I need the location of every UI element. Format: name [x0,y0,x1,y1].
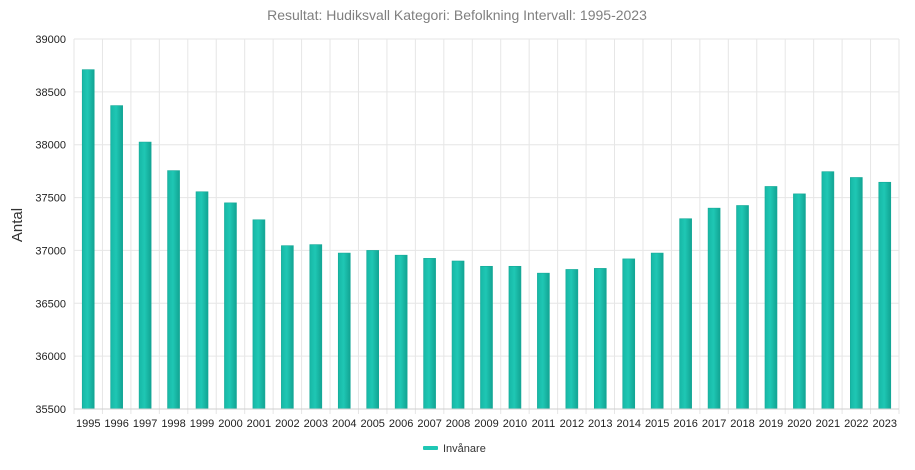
x-tick-label: 2018 [730,418,754,430]
bar-2018[interactable] [736,205,749,410]
bar-2005[interactable] [366,250,380,410]
x-tick-label: 2014 [616,418,640,430]
bar-1996[interactable] [110,105,123,410]
bar-2000[interactable] [224,202,237,410]
bar-2023[interactable] [878,181,892,410]
y-tick-label: 37000 [35,245,66,257]
x-tick-label: 2000 [218,418,242,430]
bar-1995[interactable] [81,69,95,410]
y-tick-label: 36000 [35,351,66,363]
x-tick-label: 2006 [389,418,413,430]
bar-2010[interactable] [508,265,522,410]
bar-1997[interactable] [138,141,152,410]
x-tick-label: 2016 [673,418,697,430]
x-tick-label: 2021 [816,418,840,430]
x-tick-label: 2012 [560,418,584,430]
bar-2014[interactable] [622,258,636,410]
bar-2015[interactable] [650,252,664,410]
x-tick-label: 2007 [417,418,441,430]
x-tick-label: 2015 [645,418,669,430]
x-tick-label: 1999 [190,418,214,430]
y-tick-label: 37500 [35,193,66,205]
bar-2009[interactable] [480,265,493,410]
x-tick-label: 2008 [446,418,470,430]
bar-1999[interactable] [195,191,209,410]
bar-2001[interactable] [252,219,266,410]
x-tick-label: 2022 [844,418,868,430]
bar-2006[interactable] [394,254,408,410]
bar-2019[interactable] [764,186,778,410]
legend[interactable]: Invånare [423,443,486,455]
bar-2016[interactable] [679,218,692,410]
x-tick-label: 2002 [275,418,299,430]
x-tick-label: 2005 [360,418,384,430]
bar-2022[interactable] [850,177,863,410]
x-tick-label: 1995 [76,418,100,430]
bar-2008[interactable] [451,260,465,410]
bars [81,69,892,410]
x-tick-label: 1998 [161,418,185,430]
y-tick-label: 36500 [35,298,66,310]
bar-2002[interactable] [281,245,294,410]
x-tick-label: 2017 [702,418,726,430]
x-tick-label: 2009 [474,418,498,430]
x-tick-label: 2020 [787,418,811,430]
x-tick-label: 2013 [588,418,612,430]
legend-swatch [423,446,438,450]
bar-2020[interactable] [793,193,806,410]
x-tick-label: 2004 [332,418,356,430]
bar-2021[interactable] [821,171,835,410]
bar-1998[interactable] [167,170,180,410]
bar-2003[interactable] [309,244,323,410]
x-tick-label: 2003 [304,418,328,430]
x-tick-label: 1996 [104,418,128,430]
axes: 35500 36000 36500 37000 37500 38000 38500 39000… [35,34,899,430]
bar-2013[interactable] [593,268,607,410]
x-tick-label: 1997 [133,418,157,430]
chart-title: Resultat: Hudiksvall Kategori: Befolknin… [267,7,647,23]
y-tick-label: 39000 [35,34,66,46]
x-tick-label: 2019 [759,418,783,430]
x-tick-label: 2023 [873,418,897,430]
y-tick-label: 35500 [35,404,66,416]
y-axis-label: Antal [9,208,26,242]
y-tick-label: 38000 [35,140,66,152]
x-tick-label: 2010 [503,418,527,430]
y-tick-label: 38500 [35,87,66,99]
bar-2017[interactable] [707,207,721,410]
bar-2007[interactable] [423,258,436,410]
bar-2011[interactable] [537,272,550,410]
x-tick-label: 2011 [532,418,556,430]
bar-2004[interactable] [337,252,351,410]
bar-2012[interactable] [565,269,579,410]
grid-lines [73,38,900,414]
x-tick-label: 2001 [247,418,271,430]
legend-label: Invånare [443,443,486,455]
